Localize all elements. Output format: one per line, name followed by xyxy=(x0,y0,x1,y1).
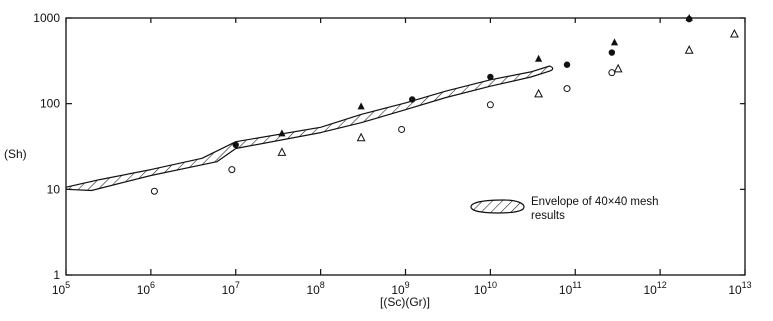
x-tick-base: 10 xyxy=(474,283,488,297)
points-layer xyxy=(150,14,739,195)
x-tick-label: 1011 xyxy=(559,280,582,297)
data-point-filled-circle xyxy=(232,141,239,149)
data-point-open-circle xyxy=(608,69,616,77)
legend-label-line1: Envelope of 40×40 mesh xyxy=(531,196,659,208)
envelope-layer xyxy=(65,65,554,192)
x-tick-base: 10 xyxy=(306,283,320,297)
data-point-open-triangle xyxy=(356,132,366,142)
data-point-filled-triangle xyxy=(685,14,693,21)
data-point-filled-circle xyxy=(608,49,616,56)
data-point-open-triangle xyxy=(729,28,739,38)
plot-frame xyxy=(65,17,746,276)
ticks-layer: 105 106 107 108 109 1010 1011 1012 1013110100100… xyxy=(33,11,751,297)
data-point-filled-triangle xyxy=(535,54,543,62)
x-tick-label: 109 xyxy=(391,280,409,297)
x-tick-base: 10 xyxy=(728,283,742,297)
x-tick-label: 107 xyxy=(222,280,240,297)
data-point-open-circle xyxy=(398,125,406,133)
data-point-open-circle xyxy=(150,187,158,195)
x-tick-base: 10 xyxy=(52,283,66,297)
x-tick-base: 10 xyxy=(222,283,236,297)
data-point-open-circle xyxy=(486,101,494,109)
y-axis-label: (Sh) xyxy=(4,147,27,161)
x-tick-exponent: 13 xyxy=(742,280,752,290)
x-tick-label: 1010 xyxy=(474,280,497,297)
x-tick-label: 108 xyxy=(306,280,324,297)
x-tick-exponent: 6 xyxy=(150,280,155,290)
x-tick-base: 10 xyxy=(643,283,657,297)
y-tick-label: 1000 xyxy=(33,11,60,25)
x-tick-exponent: 12 xyxy=(657,280,667,290)
x-axis-label: [(Sc)(Gr)] xyxy=(380,295,430,309)
data-point-filled-circle xyxy=(409,96,416,103)
data-point-open-triangle xyxy=(277,147,287,156)
legend-envelope-swatch xyxy=(470,199,525,214)
x-tick-exponent: 8 xyxy=(320,280,325,290)
mesh-results-envelope xyxy=(65,65,554,192)
data-point-filled-circle xyxy=(487,73,494,81)
x-tick-label: 1013 xyxy=(728,280,751,297)
x-tick-base: 10 xyxy=(559,283,573,297)
x-tick-label: 1012 xyxy=(643,280,666,297)
y-tick-label: 10 xyxy=(47,182,61,196)
data-point-open-triangle xyxy=(613,63,623,73)
data-point-open-triangle xyxy=(684,45,694,54)
x-tick-exponent: 10 xyxy=(487,280,497,290)
legend-label-line2: results xyxy=(531,210,565,222)
data-point-open-triangle xyxy=(534,88,544,98)
x-tick-label: 106 xyxy=(137,280,155,297)
y-tick-label: 100 xyxy=(40,97,60,111)
data-point-filled-triangle xyxy=(610,38,619,46)
x-tick-exponent: 9 xyxy=(405,280,410,290)
legend: Envelope of 40×40 mesh results xyxy=(470,196,659,222)
x-tick-base: 10 xyxy=(137,283,151,297)
data-point-filled-triangle xyxy=(278,129,286,137)
x-tick-exponent: 11 xyxy=(572,280,581,290)
x-tick-label: 105 xyxy=(52,280,70,297)
x-tick-exponent: 5 xyxy=(65,280,70,290)
data-point-filled-triangle xyxy=(357,102,365,110)
x-tick-base: 10 xyxy=(391,283,405,297)
x-tick-exponent: 7 xyxy=(235,280,240,290)
data-point-open-circle xyxy=(563,85,571,93)
y-tick-label: 1 xyxy=(53,268,60,282)
data-point-filled-circle xyxy=(563,61,571,68)
data-point-open-circle xyxy=(228,166,236,174)
